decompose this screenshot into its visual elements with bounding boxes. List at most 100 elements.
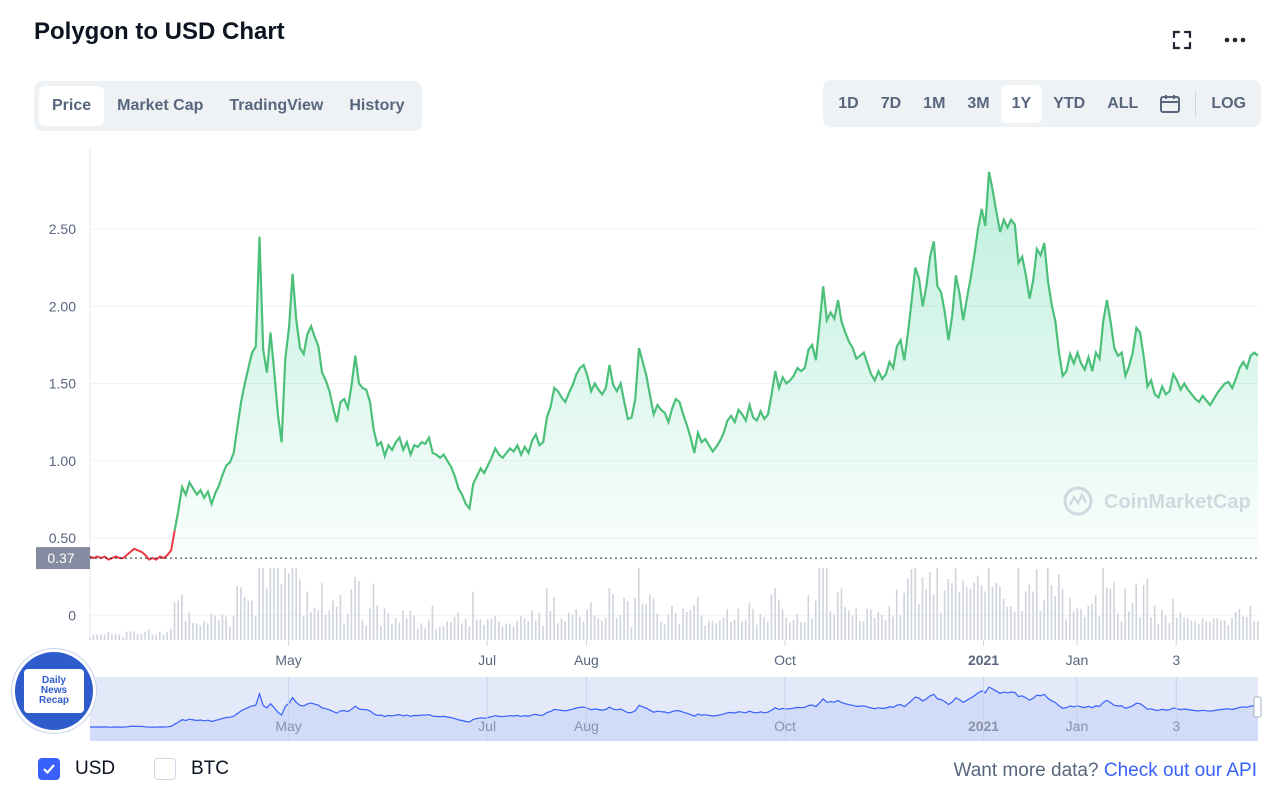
volume-bar (877, 611, 880, 640)
volume-bar (413, 615, 415, 640)
navigator-tick-label: 3 (1172, 718, 1180, 734)
navigator-tick-label: Oct (774, 718, 796, 734)
volume-bar (1190, 620, 1193, 640)
btc-checkbox[interactable] (154, 758, 176, 780)
range-3m[interactable]: 3M (967, 94, 990, 112)
volume-bar (405, 618, 408, 640)
volume-bar (357, 581, 360, 640)
volume-bar (943, 590, 946, 640)
volume-bar (1231, 617, 1233, 640)
volume-bar (604, 617, 607, 640)
volume-bar (89, 636, 91, 640)
volume-bar (1028, 584, 1031, 640)
volume-bar (1242, 616, 1244, 640)
volume-bar (210, 613, 213, 640)
volume-bar (888, 606, 891, 640)
btc-label: BTC (191, 758, 229, 779)
volume-bar (505, 623, 507, 640)
y-tick-label: 1.50 (49, 376, 76, 392)
volume-bar (387, 613, 390, 640)
volume-bar (1172, 598, 1174, 640)
volume-bar (310, 612, 312, 640)
volume-bar (951, 582, 953, 640)
volume-bar (726, 609, 729, 640)
range-1m[interactable]: 1M (923, 94, 946, 112)
volume-bar (402, 610, 404, 640)
volume-bar (391, 623, 393, 640)
news-recap-badge[interactable]: Daily News Recap (12, 649, 96, 733)
volume-bar (159, 631, 161, 640)
volume-bar (380, 625, 382, 640)
range-1y[interactable]: 1Y (1000, 84, 1043, 123)
navigator-handle-right[interactable] (1253, 696, 1262, 718)
range-ytd[interactable]: YTD (1053, 94, 1086, 112)
y-tick-label: 0 (68, 607, 76, 623)
volume-bar (166, 631, 168, 640)
price-chart[interactable]: 0 0.50 1.00 1.50 2.00 2.50 0.37 May Jul Aug Oct 20… (0, 140, 1280, 750)
volume-bar (929, 572, 931, 640)
calendar-icon[interactable] (1149, 85, 1191, 123)
range-7d[interactable]: 7D (880, 94, 902, 112)
volume-bar (122, 637, 124, 640)
volume-bar (273, 568, 275, 640)
volume-bar (1010, 606, 1012, 640)
volume-bar (287, 573, 290, 640)
tab-price[interactable]: Price (39, 86, 105, 126)
volume-bar (1058, 574, 1060, 640)
volume-bar (755, 624, 758, 640)
volume-bar (984, 591, 986, 640)
volume-bar (140, 634, 143, 640)
tab-market-cap[interactable]: Market Cap (117, 97, 204, 114)
volume-bar (1080, 608, 1082, 640)
volume-bar (892, 616, 894, 640)
volume-bar (365, 625, 367, 640)
volume-bar (999, 586, 1001, 640)
fullscreen-icon[interactable] (1168, 26, 1196, 54)
volume-bar (556, 623, 559, 640)
volume-bar (151, 634, 154, 640)
volume-bar (129, 631, 132, 640)
volume-bar (575, 609, 577, 640)
api-promo: Want more data? Check out our API (954, 760, 1257, 782)
volume-bar (737, 608, 740, 640)
volume-bar (509, 623, 511, 640)
btc-toggle[interactable]: BTC (154, 758, 229, 780)
volume-bar (490, 618, 493, 640)
usd-checkbox[interactable] (38, 758, 60, 780)
volume-bar (549, 611, 552, 640)
navigator-tick-label: Jul (478, 718, 496, 734)
api-link[interactable]: Check out our API (1103, 760, 1257, 781)
range-divider (1195, 89, 1197, 118)
volume-bar (291, 568, 294, 640)
usd-toggle[interactable]: USD (38, 758, 115, 780)
volume-bar (1021, 611, 1023, 640)
volume-bar (203, 620, 205, 640)
volume-bar (1069, 597, 1071, 640)
volume-bar (545, 588, 548, 640)
volume-bar (299, 579, 301, 640)
range-all[interactable]: ALL (1107, 94, 1139, 112)
volume-bar (103, 634, 106, 640)
navigator-area (90, 687, 1258, 741)
tab-tradingview[interactable]: TradingView (229, 97, 324, 114)
tab-history[interactable]: History (349, 97, 405, 114)
badge-text: Daily News Recap (38, 675, 69, 706)
volume-bar (759, 613, 762, 640)
volume-bar (619, 615, 622, 640)
volume-bar (940, 612, 942, 640)
navigator-tick-label: May (275, 718, 301, 734)
volume-bar (269, 568, 272, 640)
more-dots-icon[interactable] (1221, 26, 1249, 54)
volume-bar (1065, 619, 1068, 640)
volume-bar (1150, 617, 1152, 640)
volume-bar (328, 610, 331, 640)
volume-bar (162, 634, 165, 640)
volume-bar (542, 625, 544, 640)
log-toggle[interactable]: LOG (1211, 94, 1246, 112)
volume-bar (870, 609, 872, 640)
volume-bar (1146, 578, 1149, 640)
volume-bar (722, 617, 725, 640)
volume-bar (1083, 616, 1086, 640)
volume-bar (800, 622, 802, 640)
range-1d[interactable]: 1D (838, 94, 859, 112)
